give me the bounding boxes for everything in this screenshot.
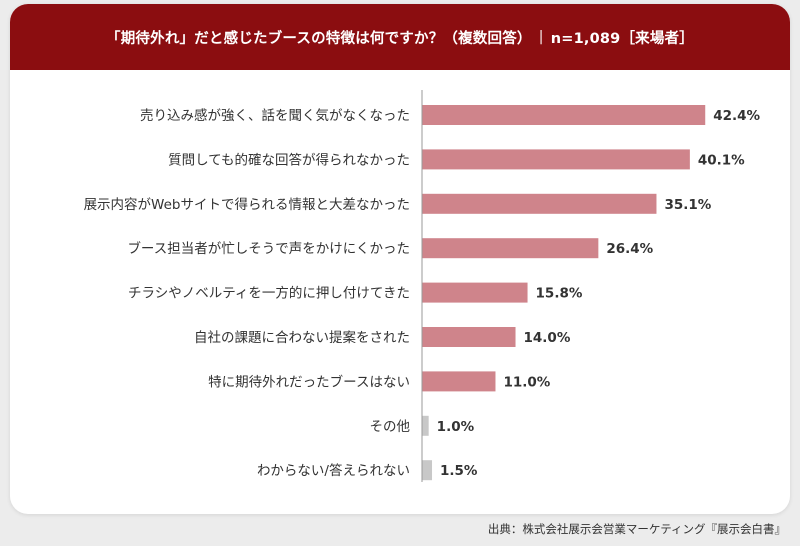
- data-label: 26.4%: [606, 241, 653, 257]
- bar: [422, 415, 429, 436]
- chart-card: 「期待外れ」だと感じたブースの特徴は何ですか？（複数回答） | n=1,089［…: [10, 4, 790, 514]
- bar: [422, 149, 690, 170]
- data-label: 14.0%: [524, 330, 571, 346]
- bar: [422, 327, 516, 347]
- category-label: 自社の課題に合わない提案をされた: [194, 329, 410, 346]
- category-label: チラシやノベルティを一方的に押し付けてきた: [128, 286, 410, 302]
- data-label: 42.4%: [713, 108, 760, 124]
- bar: [422, 105, 706, 125]
- category-label: 売り込み感が強く、話を聞く気がなくなった: [140, 107, 410, 124]
- data-label: 35.1%: [664, 197, 711, 213]
- bar: [422, 238, 599, 259]
- bar: [422, 282, 528, 303]
- category-label: その他: [370, 419, 411, 435]
- sample-size: n=1,089［来場者］: [550, 30, 694, 47]
- data-label: 1.0%: [437, 419, 475, 435]
- question-title: 「期待外れ」だと感じたブースの特徴は何ですか？（複数回答）: [106, 30, 532, 47]
- chart-header: 「期待外れ」だと感じたブースの特徴は何ですか？（複数回答） | n=1,089［…: [10, 4, 790, 70]
- data-label: 40.1%: [698, 152, 745, 168]
- data-label: 1.5%: [440, 463, 478, 479]
- data-label: 11.0%: [503, 374, 550, 390]
- category-label: 展示内容がWebサイトで得られる情報と大差なかった: [84, 196, 410, 213]
- category-label: わからない/答えられない: [257, 462, 410, 479]
- bar: [422, 371, 496, 392]
- bar-chart: 売り込み感が強く、話を聞く気がなくなった 42.4% 質問しても的確な回答が得られな…: [84, 90, 761, 482]
- category-label: 特に期待外れだったブースはない: [208, 373, 410, 390]
- source-note: 出典：株式会社展示会営業マーケティング『展示会白書』: [487, 522, 786, 536]
- bar: [422, 193, 657, 214]
- bar: [422, 460, 433, 481]
- category-label: 質問しても的確な回答が得られなかった: [168, 151, 410, 168]
- data-label: 15.8%: [536, 286, 583, 302]
- category-label: ブース担当者が忙しそうで声をかけにくかった: [127, 240, 410, 257]
- header-separator: |: [538, 29, 544, 45]
